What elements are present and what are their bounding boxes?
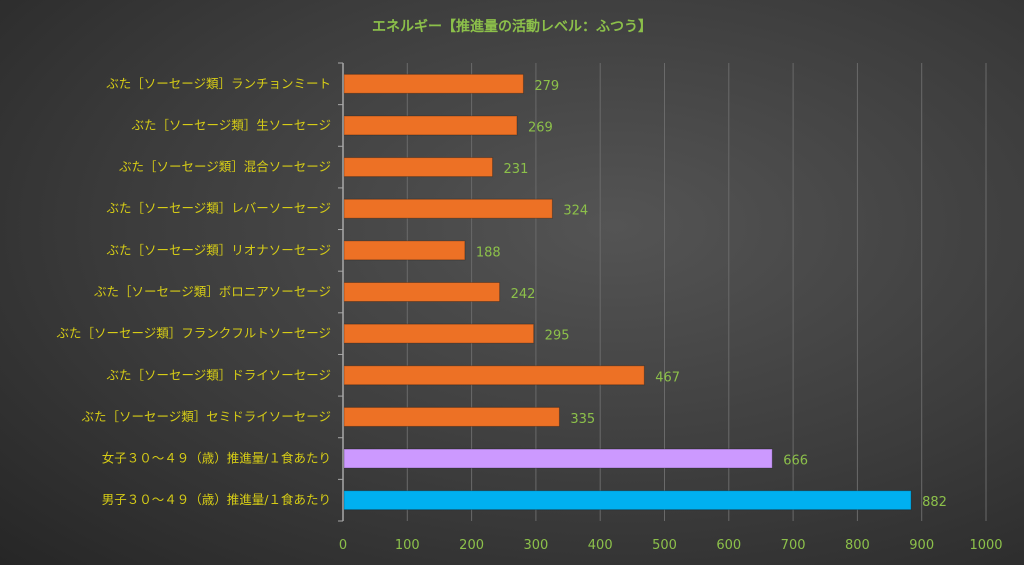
category-label: ぶた［ソーセージ類］ランチョンミート xyxy=(106,76,331,91)
bar xyxy=(343,282,501,302)
x-tick-label: 300 xyxy=(523,538,548,553)
category-label: ぶた［ソーセージ類］生ソーセージ xyxy=(131,117,331,132)
bar xyxy=(343,198,553,219)
category-label: ぶた［ソーセージ類］セミドライソーセージ xyxy=(81,409,331,424)
bar xyxy=(343,365,645,386)
category-label: ぶた［ソーセージ類］混合ソーセージ xyxy=(119,159,331,174)
data-label: 335 xyxy=(570,412,595,427)
category-label: ぶた［ソーセージ類］ドライソーセージ xyxy=(106,367,331,382)
x-tick-label: 0 xyxy=(339,538,347,553)
category-label: 女子３０～４９（歳）推進量/１食あたり xyxy=(102,451,331,466)
x-tick-label: 100 xyxy=(395,538,420,553)
bar xyxy=(343,157,494,178)
bar xyxy=(343,240,466,261)
bar xyxy=(343,448,773,469)
data-label: 188 xyxy=(476,245,501,260)
bar xyxy=(343,406,560,427)
category-label: ぶた［ソーセージ類］ボロニアソーセージ xyxy=(94,284,331,299)
category-label: ぶた［ソーセージ類］レバーソーセージ xyxy=(106,201,331,216)
bar xyxy=(343,490,912,511)
data-label: 882 xyxy=(922,495,947,510)
x-tick-label: 800 xyxy=(845,538,870,553)
data-label: 242 xyxy=(511,287,536,302)
bar xyxy=(343,323,535,344)
data-label: 467 xyxy=(655,370,680,385)
data-label: 279 xyxy=(534,79,559,94)
x-tick-label: 600 xyxy=(716,538,741,553)
data-label: 324 xyxy=(563,204,588,219)
data-label: 231 xyxy=(504,162,529,177)
x-tick-label: 200 xyxy=(459,538,484,553)
x-tick-label: 700 xyxy=(781,538,806,553)
data-label: 269 xyxy=(528,120,553,135)
x-tick-label: 900 xyxy=(909,538,934,553)
bar xyxy=(343,73,524,94)
x-tick-label: 1000 xyxy=(969,538,1002,553)
chart-title: エネルギー【推進量の活動レベル：ふつう】 xyxy=(372,18,652,35)
category-label: 男子３０～４９（歳）推進量/１食あたり xyxy=(102,492,331,507)
category-label: ぶた［ソーセージ類］リオナソーセージ xyxy=(106,242,331,257)
x-tick-label: 400 xyxy=(588,538,613,553)
data-label: 666 xyxy=(783,454,808,469)
x-tick-label: 500 xyxy=(652,538,677,553)
category-label: ぶた［ソーセージ類］フランクフルトソーセージ xyxy=(56,326,331,341)
data-label: 295 xyxy=(545,329,570,344)
bar xyxy=(343,115,518,136)
